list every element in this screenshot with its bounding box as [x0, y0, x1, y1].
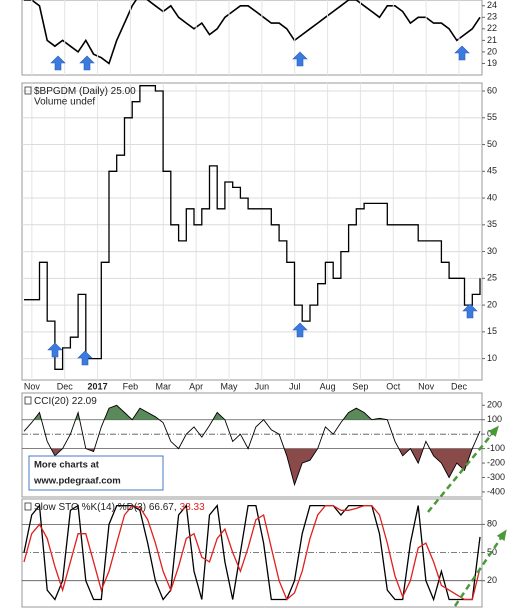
- green-arrowhead: [488, 425, 499, 437]
- panel-frame: [21, 0, 483, 76]
- stoch-line: [23, 503, 481, 602]
- y-tick-label: 23: [487, 12, 497, 22]
- panel-icon: [24, 502, 32, 511]
- x-tick-label: Sep: [352, 381, 368, 391]
- y-tick-label: 55: [487, 112, 497, 122]
- y-tick-label: 10: [487, 353, 497, 363]
- y-tick-label: 20: [487, 46, 497, 56]
- stoch-line: [23, 504, 481, 601]
- x-tick-label: Feb: [123, 381, 139, 391]
- panel-title-text: CCI(20) 22.09: [34, 396, 97, 407]
- y-tick-label: -300: [487, 472, 505, 482]
- green-trend: [453, 531, 507, 607]
- y-tick-label: 30: [487, 246, 497, 256]
- plot: [24, 0, 481, 65]
- y-tick-label: 20: [487, 575, 497, 585]
- y-tick-label: 80: [487, 519, 497, 529]
- price-line: [24, 85, 481, 370]
- panel-title-value: 33.33: [180, 502, 205, 513]
- panel-title-text: $BPGDM (Daily) 25.00: [34, 86, 136, 97]
- panel-title: $BPGDM (Daily) 25.00: [34, 86, 136, 97]
- x-tick-label: Dec: [451, 381, 468, 391]
- y-tick-label: 100: [487, 414, 502, 424]
- x-tick-label: May: [220, 381, 238, 391]
- y-tick-label: 22: [487, 23, 497, 33]
- panel-frame: [21, 498, 483, 608]
- y-tick-label: 45: [487, 166, 497, 176]
- y-tick-label: 0: [487, 429, 492, 439]
- blue-arrow: [77, 350, 93, 366]
- panel-subtitle: Volume undef: [34, 97, 95, 108]
- panel-title-text: Slow STO %K(14) %D(3) 66.67,: [34, 502, 177, 513]
- x-tick-label: 2017: [88, 381, 108, 391]
- plot: [23, 404, 481, 487]
- y-tick-label: 15: [487, 326, 497, 336]
- blue-arrow: [462, 303, 478, 319]
- y-tick-label: 25: [487, 273, 497, 283]
- panel-icon: [24, 86, 32, 95]
- panel-title: Slow STO %K(14) %D(3) 66.67, 33.33: [34, 502, 205, 513]
- blue-arrow: [454, 45, 470, 61]
- y-tick-label: 21: [487, 35, 497, 45]
- x-tick-label: Dec: [57, 381, 74, 391]
- cci-fill: [24, 405, 480, 420]
- x-tick-label: Apr: [189, 381, 203, 391]
- y-tick-label: 40: [487, 192, 497, 202]
- y-tick-label: -400: [487, 486, 505, 496]
- y-tick-label: 24: [487, 0, 497, 10]
- y-tick-label: 35: [487, 219, 497, 229]
- y-tick-label: -200: [487, 457, 505, 467]
- x-tick-label: Oct: [386, 381, 401, 391]
- panel-frame: [21, 82, 483, 381]
- y-tick-label: 60: [487, 85, 497, 95]
- link-box: [28, 455, 164, 491]
- link-text: More charts at: [34, 460, 100, 471]
- x-tick-label: Aug: [320, 381, 336, 391]
- x-tick-label: Mar: [156, 381, 172, 391]
- green-trend: [427, 427, 498, 513]
- green-arrowhead: [496, 529, 507, 541]
- blue-arrow: [79, 55, 95, 71]
- blue-arrow: [50, 55, 66, 71]
- y-tick-label: 19: [487, 58, 497, 68]
- plot: [23, 503, 481, 602]
- cci-line: [23, 404, 481, 487]
- plot: [24, 85, 481, 370]
- panel-icon: [24, 396, 32, 405]
- y-tick-label: 20: [487, 299, 497, 309]
- y-tick-label: 200: [487, 400, 502, 410]
- y-tick-label: -100: [487, 443, 505, 453]
- panel-title: CCI(20) 22.09: [34, 396, 97, 407]
- x-tick-label: Jul: [289, 381, 301, 391]
- x-tick-label: Nov: [24, 381, 41, 391]
- link-text: www.pdegraaf.com: [33, 476, 121, 487]
- indicator-line: [24, 0, 481, 65]
- y-tick-label: 50: [487, 139, 497, 149]
- blue-arrow: [292, 322, 308, 338]
- x-tick-label: Jun: [255, 381, 270, 391]
- x-tick-label: Nov: [418, 381, 435, 391]
- blue-arrow: [47, 342, 63, 358]
- blue-arrow: [292, 51, 308, 67]
